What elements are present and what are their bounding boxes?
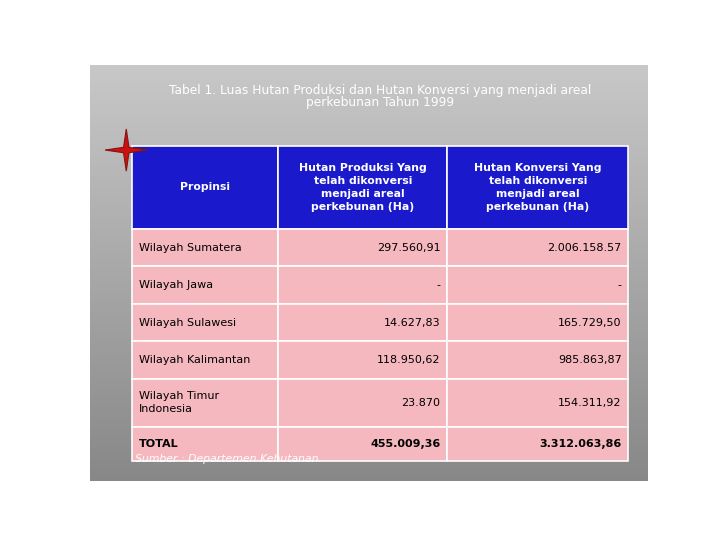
Bar [132, 266, 279, 304]
Bar [279, 379, 447, 427]
Text: 297.560,91: 297.560,91 [377, 243, 441, 253]
Polygon shape [105, 129, 148, 171]
Bar [447, 379, 629, 427]
Bar [279, 427, 447, 461]
Text: Propinsi: Propinsi [180, 183, 230, 192]
Bar [279, 229, 447, 266]
Text: -: - [618, 280, 622, 290]
Bar [132, 427, 279, 461]
Bar [132, 146, 279, 229]
Bar [447, 146, 629, 229]
Bar [132, 341, 279, 379]
Bar [132, 304, 279, 341]
Text: perkebunan Tahun 1999: perkebunan Tahun 1999 [306, 96, 454, 109]
Text: Hutan Konversi Yang
telah dikonversi
menjadi areal
perkebunan (Ha): Hutan Konversi Yang telah dikonversi men… [474, 163, 602, 212]
Text: 455.009,36: 455.009,36 [370, 438, 441, 449]
Text: TOTAL: TOTAL [138, 438, 178, 449]
Text: 23.870: 23.870 [402, 397, 441, 408]
Text: 14.627,83: 14.627,83 [384, 318, 441, 328]
Text: 118.950,62: 118.950,62 [377, 355, 441, 365]
Bar [279, 341, 447, 379]
Bar [279, 266, 447, 304]
Text: Tabel 1. Luas Hutan Produksi dan Hutan Konversi yang menjadi areal: Tabel 1. Luas Hutan Produksi dan Hutan K… [169, 84, 591, 97]
Bar [132, 229, 279, 266]
Text: 165.729,50: 165.729,50 [558, 318, 622, 328]
Text: 3.312.063,86: 3.312.063,86 [539, 438, 622, 449]
Text: 985.863,87: 985.863,87 [558, 355, 622, 365]
Text: Wilayah Kalimantan: Wilayah Kalimantan [138, 355, 250, 365]
Text: Wilayah Timur
Indonesia: Wilayah Timur Indonesia [138, 392, 219, 414]
Bar [447, 229, 629, 266]
Text: Wilayah Sulawesi: Wilayah Sulawesi [138, 318, 235, 328]
Bar [447, 304, 629, 341]
Text: 154.311,92: 154.311,92 [558, 397, 622, 408]
Text: Sumber : Departemen Kehutanan.: Sumber : Departemen Kehutanan. [135, 454, 322, 463]
Bar [132, 379, 279, 427]
Bar [447, 341, 629, 379]
Text: Hutan Produksi Yang
telah dikonversi
menjadi areal
perkebunan (Ha): Hutan Produksi Yang telah dikonversi men… [299, 163, 427, 212]
Text: Wilayah Jawa: Wilayah Jawa [138, 280, 212, 290]
Text: Wilayah Sumatera: Wilayah Sumatera [138, 243, 241, 253]
Bar [279, 146, 447, 229]
Text: -: - [436, 280, 441, 290]
Bar [279, 304, 447, 341]
Bar [447, 266, 629, 304]
Text: 2.006.158.57: 2.006.158.57 [547, 243, 622, 253]
Bar [447, 427, 629, 461]
